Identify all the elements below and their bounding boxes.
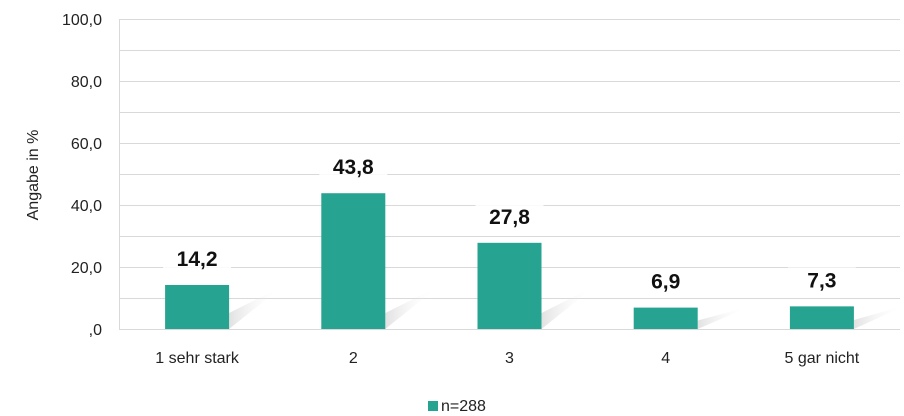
bar-shadow xyxy=(541,289,592,329)
data-label-background xyxy=(475,203,544,230)
legend: n=288 xyxy=(428,398,486,415)
data-label: 7,3 xyxy=(807,269,836,292)
bar xyxy=(321,193,386,329)
y-tick-label: 80,0 xyxy=(71,74,102,91)
x-tick-label: 1 sehr stark xyxy=(155,350,240,367)
bar-shadow xyxy=(229,289,280,329)
y-tick-label: 100,0 xyxy=(62,12,102,29)
y-axis-ticks: ,0 20,0 40,0 60,0 80,0 100,0 xyxy=(62,12,102,339)
data-label: 6,9 xyxy=(651,271,680,294)
y-tick-label: 40,0 xyxy=(71,198,102,215)
x-tick-label: 4 xyxy=(661,350,670,367)
y-tick-label: 60,0 xyxy=(71,136,102,153)
bar xyxy=(789,306,854,329)
y-axis-label: Angabe in % xyxy=(25,130,42,221)
bar-shadow xyxy=(385,289,436,329)
data-label-background xyxy=(163,245,232,272)
data-label: 14,2 xyxy=(177,248,218,271)
x-tick-label: 3 xyxy=(505,350,514,367)
y-tick-label: ,0 xyxy=(89,322,102,339)
y-tick-label: 20,0 xyxy=(71,260,102,277)
data-label-background xyxy=(319,154,388,181)
bars xyxy=(165,193,854,329)
bar-shadow xyxy=(853,306,904,329)
data-label-background xyxy=(787,267,856,294)
data-label-background xyxy=(631,268,700,295)
x-tick-label: 5 gar nicht xyxy=(785,350,860,367)
data-label: 43,8 xyxy=(333,156,374,179)
bar-shadows xyxy=(229,289,904,329)
bar-shadow xyxy=(697,307,748,329)
legend-swatch xyxy=(428,401,438,411)
data-label: 27,8 xyxy=(489,206,530,229)
bar xyxy=(633,307,698,329)
data-labels: 14,2 43,8 27,8 6,9 7,3 xyxy=(163,154,856,295)
legend-label: n=288 xyxy=(441,398,486,415)
x-tick-label: 2 xyxy=(349,350,358,367)
x-axis-ticks: 1 sehr stark 2 3 4 5 gar nicht xyxy=(155,350,860,367)
bar xyxy=(477,242,542,329)
bar xyxy=(165,284,230,329)
